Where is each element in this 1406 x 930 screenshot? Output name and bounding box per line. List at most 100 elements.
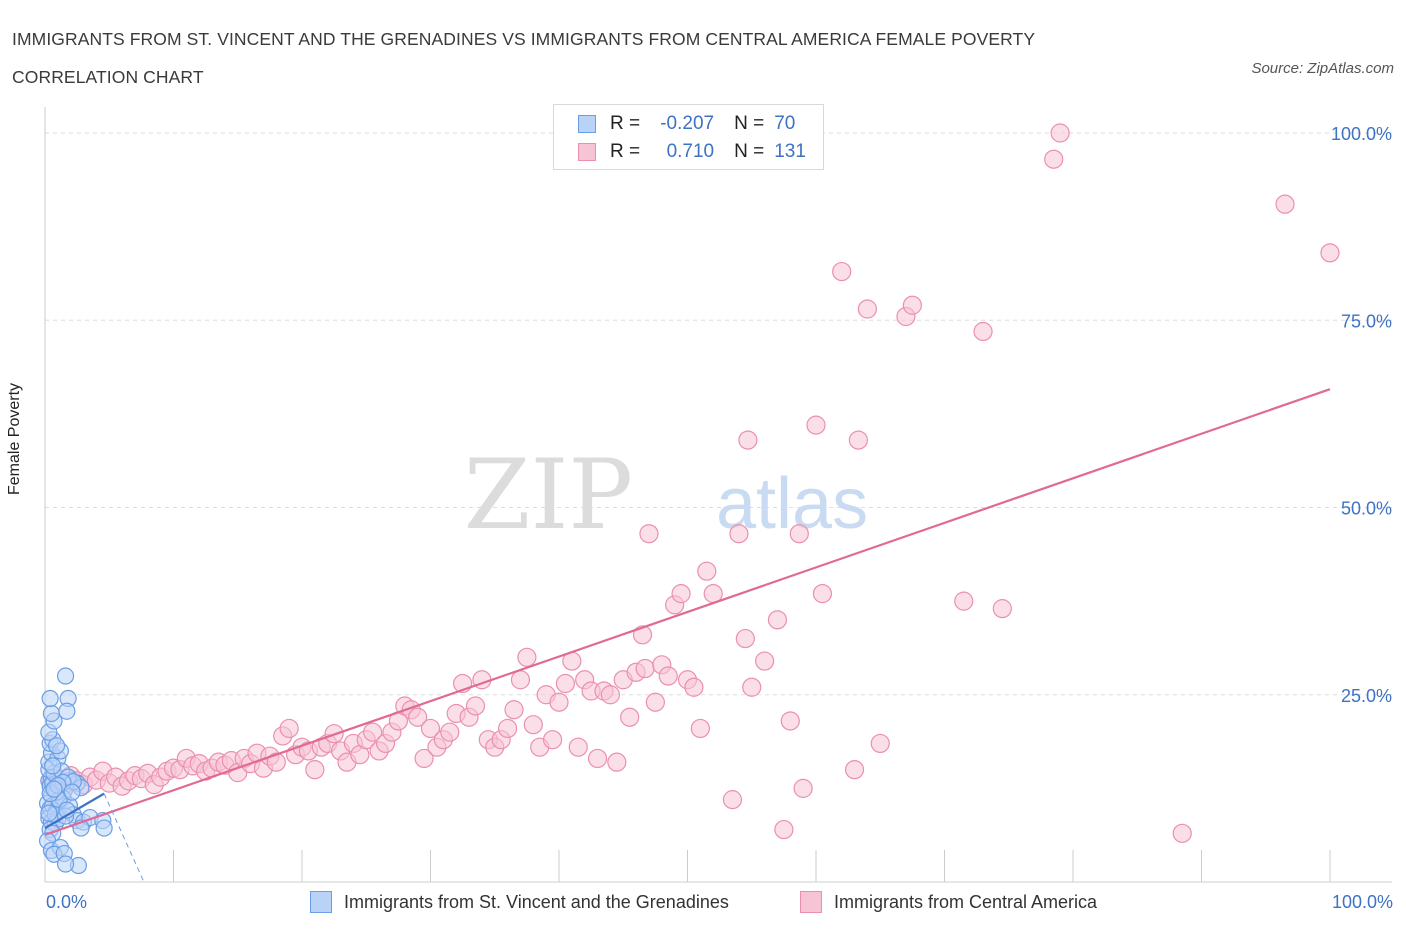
legend-pink-swatch	[800, 891, 822, 913]
trend-line-st-vincent-extension	[103, 793, 145, 883]
source-label: Source: ZipAtlas.com	[1251, 60, 1394, 77]
data-point-central-america	[870, 733, 890, 754]
blue-swatch	[578, 115, 596, 133]
data-point-central-america	[279, 718, 299, 739]
y-tick-label: 25.0%	[1341, 686, 1392, 706]
pink-r-label: R =	[610, 141, 641, 162]
data-point-central-america	[767, 610, 788, 630]
correlation-stats-box: R = -0.207 N = 70 R = 0.710 N = 131	[553, 104, 824, 170]
data-point-central-america	[690, 718, 710, 739]
data-point-central-america	[620, 707, 640, 727]
data-point-central-america	[902, 295, 922, 315]
data-point-central-america	[954, 591, 974, 611]
data-point-central-america	[684, 677, 704, 697]
stats-row-pink: R = 0.710 N = 131	[578, 139, 806, 165]
data-point-central-america	[504, 700, 524, 720]
data-point-central-america	[1275, 194, 1295, 214]
data-point-central-america	[465, 696, 486, 716]
data-point-central-america	[414, 748, 434, 769]
blue-n-label: N =	[734, 113, 765, 134]
trend-lines	[44, 388, 1331, 883]
data-point-central-america	[722, 790, 743, 810]
data-point-st-vincent	[41, 689, 59, 708]
data-point-central-america	[639, 524, 659, 544]
data-point-central-america	[549, 692, 569, 712]
data-point-central-america	[697, 561, 717, 581]
pink-n-value: 131	[774, 141, 806, 162]
data-point-st-vincent	[42, 704, 61, 723]
data-point-central-america	[632, 625, 653, 645]
data-point-central-america	[844, 760, 865, 780]
data-point-central-america	[408, 707, 428, 727]
data-point-central-america	[848, 430, 869, 450]
data-point-central-america	[742, 677, 762, 697]
blue-r-label: R =	[610, 113, 641, 134]
pink-swatch	[578, 143, 596, 161]
data-point-central-america	[857, 299, 878, 319]
data-point-central-america	[498, 718, 518, 739]
data-point-central-america	[266, 752, 286, 772]
data-point-central-america	[658, 666, 678, 686]
legend-item-central-america[interactable]: Immigrants from Central America	[800, 889, 1097, 915]
legend-pink-label: Immigrants from Central America	[834, 891, 1098, 912]
data-point-st-vincent	[63, 783, 81, 801]
data-point-central-america	[568, 737, 588, 757]
data-point-central-america	[789, 524, 809, 544]
data-point-central-america	[754, 651, 775, 671]
data-point-central-america	[305, 760, 325, 780]
data-point-st-vincent	[47, 737, 66, 755]
data-point-central-america	[738, 430, 758, 450]
data-point-central-america	[735, 628, 755, 649]
central-america-points	[41, 123, 1340, 843]
data-point-st-vincent	[44, 757, 62, 775]
data-point-st-vincent	[56, 667, 75, 685]
data-point-central-america	[780, 711, 800, 731]
chart-title: IMMIGRANTS FROM ST. VINCENT AND THE GREN…	[12, 29, 1035, 87]
x-tick-label-end: 100.0%	[1332, 892, 1393, 912]
data-point-central-america	[973, 321, 993, 342]
pink-r-value: 0.710	[666, 141, 715, 162]
data-point-central-america	[793, 778, 813, 798]
x-tick-label-start: 0.0%	[46, 892, 87, 912]
y-tick-label: 50.0%	[1341, 499, 1392, 519]
data-point-central-america	[671, 584, 691, 604]
data-point-central-america	[1044, 149, 1064, 169]
legend-item-st-vincent[interactable]: Immigrants from St. Vincent and the Gren…	[310, 889, 729, 915]
pink-n-label: N =	[734, 141, 765, 162]
data-point-central-america	[1172, 823, 1192, 843]
data-point-central-america	[992, 599, 1012, 619]
data-point-central-america	[523, 715, 543, 735]
gridlines	[45, 132, 1392, 696]
data-point-central-america	[645, 692, 665, 712]
data-point-st-vincent	[58, 702, 76, 720]
data-point-central-america	[510, 670, 531, 690]
data-point-central-america	[542, 730, 563, 750]
data-point-central-america	[420, 718, 441, 739]
legend-blue-swatch	[310, 891, 332, 913]
data-point-central-america	[587, 748, 608, 769]
trend-line-st-vincent	[44, 792, 105, 830]
y-tick-label: 75.0%	[1341, 311, 1392, 331]
trend-line-central-america	[44, 388, 1331, 836]
blue-r-value: -0.207	[660, 113, 715, 134]
data-point-st-vincent	[40, 804, 58, 822]
legend-blue-label: Immigrants from St. Vincent and the Gren…	[344, 891, 729, 912]
data-point-central-america	[1320, 243, 1340, 263]
blue-n-value: 70	[774, 113, 796, 134]
data-point-central-america	[812, 584, 833, 604]
data-point-central-america	[774, 819, 794, 840]
tick-labels: 25.0% 50.0% 75.0% 100.0% 0.0% 100.0%	[46, 124, 1393, 912]
data-point-central-america	[363, 722, 383, 742]
data-point-central-america	[607, 752, 627, 772]
data-point-st-vincent	[95, 819, 113, 837]
data-point-central-america	[729, 524, 749, 544]
y-tick-label: 100.0%	[1331, 124, 1392, 144]
data-point-st-vincent	[56, 855, 75, 873]
stats-row-blue: R = -0.207 N = 70	[578, 111, 795, 137]
data-point-central-america	[555, 673, 576, 694]
data-point-central-america	[806, 415, 826, 435]
data-point-central-america	[832, 261, 852, 282]
data-point-st-vincent	[45, 780, 63, 798]
data-point-central-america	[600, 685, 621, 705]
data-point-central-america	[440, 722, 460, 742]
